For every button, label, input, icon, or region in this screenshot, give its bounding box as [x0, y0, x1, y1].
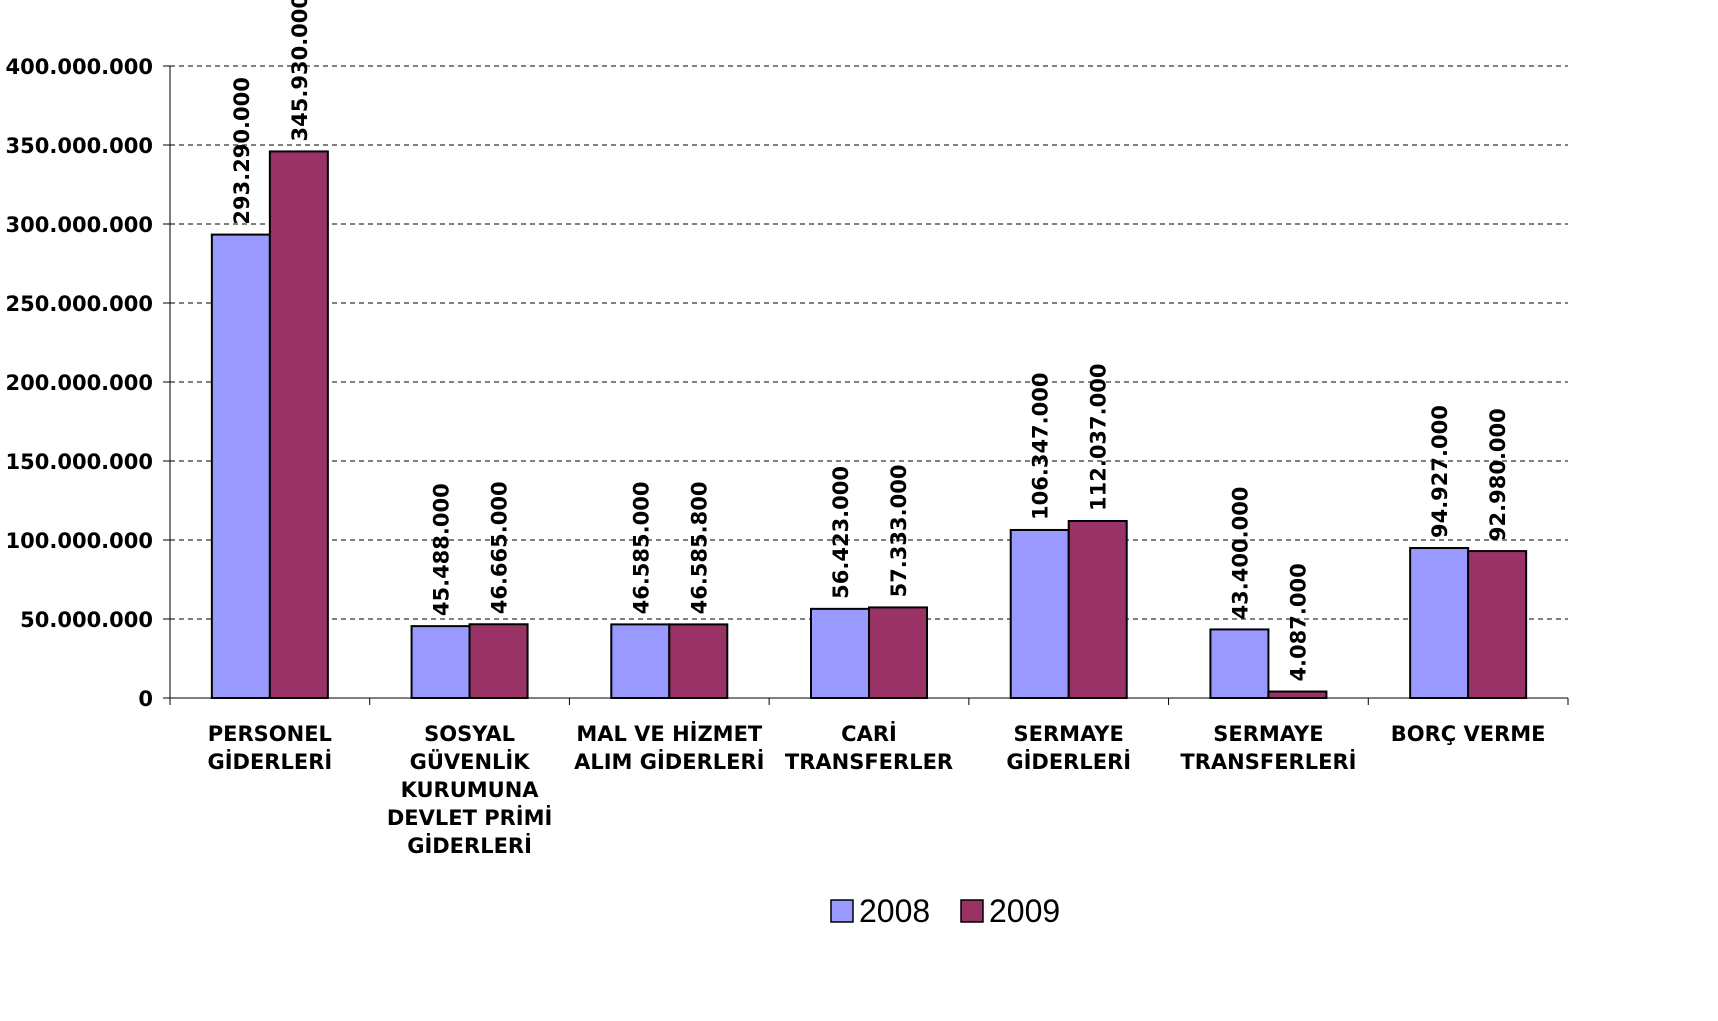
data-label-layer: 293.290.000 345.930.000 45.488.000 46.665.0… [230, 0, 1510, 682]
data-label: 112.037.000 [1087, 364, 1111, 511]
bar-2009 [1267, 690, 1328, 700]
x-category-label: PERSONEL [208, 722, 332, 746]
bar-2009 [1067, 519, 1128, 700]
x-category-label: SERMAYE [1213, 722, 1323, 746]
data-label: 92.980.000 [1486, 408, 1510, 541]
y-tick-label: 0 [138, 687, 153, 711]
x-category-label: TRANSFERLER [785, 750, 953, 774]
legend-label: 2008 [859, 893, 930, 929]
legend-label: 2009 [989, 893, 1060, 929]
bar-layer [210, 150, 1528, 700]
bar-2008 [210, 233, 271, 699]
data-label: 43.400.000 [1228, 487, 1252, 620]
data-label: 106.347.000 [1029, 373, 1053, 520]
x-category-label: GİDERLERİ [407, 833, 532, 858]
y-tick-label: 50.000.000 [20, 608, 153, 632]
y-tick-label: 100.000.000 [6, 529, 153, 553]
bar-2009 [868, 606, 928, 700]
y-tick-label: 200.000.000 [6, 371, 153, 395]
x-category-label: CARİ [841, 721, 897, 746]
bar-2008 [610, 623, 671, 699]
y-tick-label: 400.000.000 [6, 55, 153, 79]
x-category-label: SOSYAL [424, 722, 515, 746]
category-label-layer: PERSONEL GİDERLERİ SOSYAL GÜVENLİK KURUMUNA D… [207, 721, 1545, 858]
data-label: 345.930.000 [288, 0, 312, 141]
bar-2009 [268, 150, 329, 699]
x-category-label: GİDERLERİ [1006, 749, 1131, 774]
bar-2009 [468, 623, 529, 699]
bar-2009 [1467, 550, 1528, 700]
data-label: 46.585.000 [629, 482, 653, 615]
bar-2008 [810, 607, 870, 700]
x-category-label: GİDERLERİ [207, 749, 332, 774]
data-label: 57.333.000 [887, 465, 911, 598]
y-tick-label: 300.000.000 [6, 213, 153, 237]
legend: 2008 2009 [830, 893, 1060, 929]
x-category-label: KURUMUNA [401, 778, 540, 802]
x-category-label: MAL VE HİZMET [576, 721, 763, 746]
x-category-label: SERMAYE [1014, 722, 1124, 746]
x-category-label: ALIM GİDERLERİ [574, 749, 764, 774]
data-label: 46.665.000 [488, 481, 512, 614]
y-tick-label: 250.000.000 [6, 292, 153, 316]
bar-2008 [410, 625, 471, 700]
grid-layer [170, 65, 1568, 620]
legend-swatch-2008 [830, 899, 854, 923]
y-tick-label: 150.000.000 [6, 450, 153, 474]
bar-2009 [668, 623, 729, 699]
x-category-label: GÜVENLİK [410, 749, 531, 774]
legend-swatch-2009 [960, 899, 984, 923]
x-category-label: BORÇ VERME [1391, 722, 1546, 746]
x-category-label: TRANSFERLERİ [1180, 749, 1356, 774]
data-label: 56.423.000 [829, 466, 853, 599]
bar-2008 [1009, 528, 1070, 699]
y-tick-label: 350.000.000 [6, 134, 153, 158]
data-label: 45.488.000 [430, 483, 454, 616]
data-label: 94.927.000 [1428, 405, 1452, 538]
data-label: 4.087.000 [1286, 563, 1310, 681]
x-category-label: DEVLET PRİMİ [387, 805, 552, 830]
bar-2008 [1209, 628, 1270, 699]
bar-2008 [1409, 547, 1470, 699]
data-label: 293.290.000 [230, 77, 254, 224]
data-label: 46.585.800 [687, 482, 711, 615]
